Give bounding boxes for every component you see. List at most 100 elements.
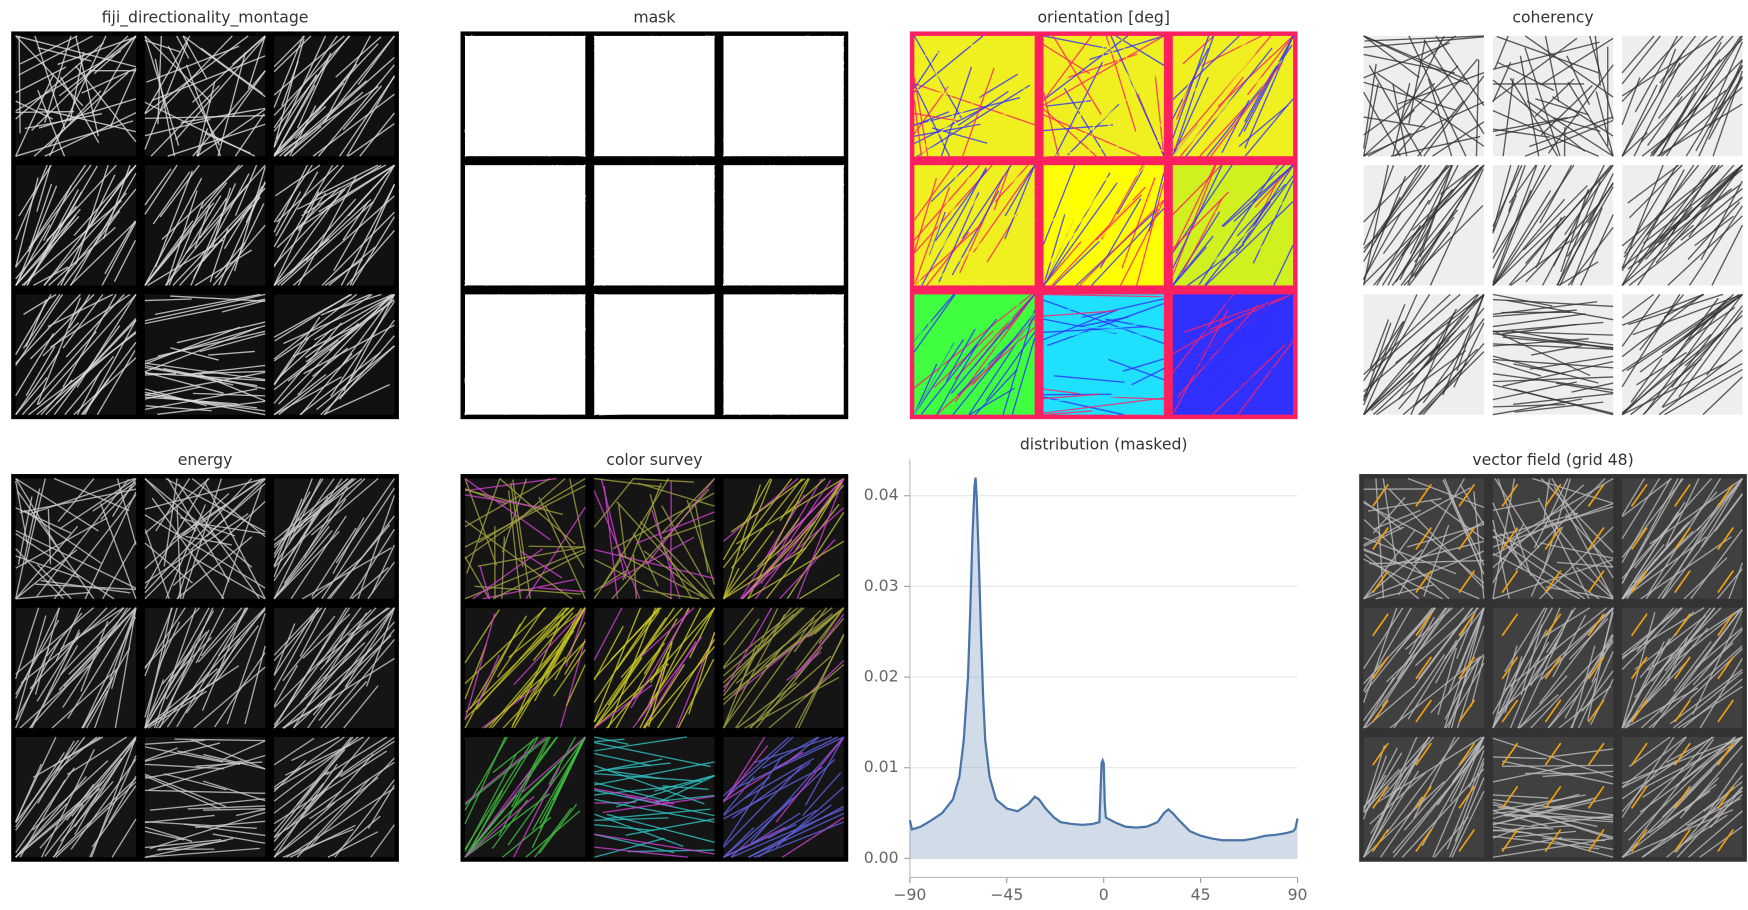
fiber [193,557,266,600]
fiber [527,229,552,280]
fiber [1627,164,1679,204]
fiber [1492,607,1548,729]
image-block [1622,35,1743,157]
fiber [1073,107,1165,152]
fiber [144,607,173,677]
fiber [64,355,115,416]
fiber [161,631,208,685]
fiber [1639,736,1743,813]
fiber [495,178,512,222]
fiber [157,400,266,416]
fiber [273,35,304,108]
fiber [622,482,662,581]
fiber [158,609,266,729]
fiber [43,185,72,241]
fiber [1530,639,1614,729]
fiber [813,193,845,240]
fiber [768,326,815,359]
fiber [70,758,137,850]
fiber [913,294,945,345]
fiber [1506,299,1614,321]
fiber [144,477,266,510]
fiber [15,50,122,112]
fiber [642,589,700,600]
fiber [1581,670,1614,712]
fiber [170,295,266,302]
fiber [1623,164,1678,254]
fiber [764,381,817,410]
fiber [1363,529,1416,600]
fiber [1621,741,1706,800]
fiber [1497,61,1555,91]
fiber [1363,736,1418,858]
fiber [593,104,685,157]
fiber [1429,168,1485,286]
fiber [969,387,1015,416]
fiber [324,680,368,729]
fiber [1419,35,1456,63]
fiber [472,548,544,600]
fiber [37,47,92,62]
fiber [501,478,528,553]
fiber [331,815,381,857]
fiber [176,35,190,59]
vector-arrow [1630,613,1648,637]
fiber [723,797,794,858]
fiber [722,168,790,278]
fiber [82,647,131,729]
fiber [792,478,845,564]
fiber [913,294,943,341]
fiber [1043,310,1118,317]
fiber [1414,348,1478,406]
fiber [1657,478,1743,600]
fiber [144,821,257,829]
fiber [949,64,954,112]
fiber [223,185,263,250]
fiber [1363,736,1431,814]
fiber [464,293,582,382]
fiber [1501,764,1614,767]
fiber [301,164,382,217]
fiber [81,67,137,94]
fiber [594,782,670,802]
fiber [305,164,395,262]
fiber [1439,164,1479,195]
fiber [482,134,586,147]
fiber [273,191,320,286]
fiber [749,655,832,729]
fiber [326,753,374,808]
fiber [144,371,224,394]
fiber [741,82,791,134]
fiber [144,118,211,137]
vector-arrow [1372,656,1389,680]
fiber [1677,685,1743,729]
fiber [1422,342,1485,416]
fiber [347,123,395,157]
fiber [1586,182,1614,224]
fiber [1172,191,1230,249]
vector-arrow [1630,699,1648,723]
fiber [1182,35,1215,65]
fiber [359,112,395,157]
fiber [642,335,715,344]
fiber [913,338,965,416]
fiber [594,833,715,855]
fiber [1172,52,1256,157]
fiber [1183,193,1294,286]
fiber [772,347,815,398]
fiber [639,165,682,247]
fiber [508,490,522,599]
fiber [192,35,266,103]
fiber [46,612,83,657]
fiber [930,164,969,203]
fiber [750,812,801,845]
fiber [197,622,236,663]
fiber [1665,293,1743,354]
fiber [53,494,137,600]
fiber [1363,294,1431,401]
fiber [57,478,95,523]
fiber [464,518,521,560]
fiber [464,105,539,115]
fiber [722,607,802,688]
fiber [217,607,266,657]
